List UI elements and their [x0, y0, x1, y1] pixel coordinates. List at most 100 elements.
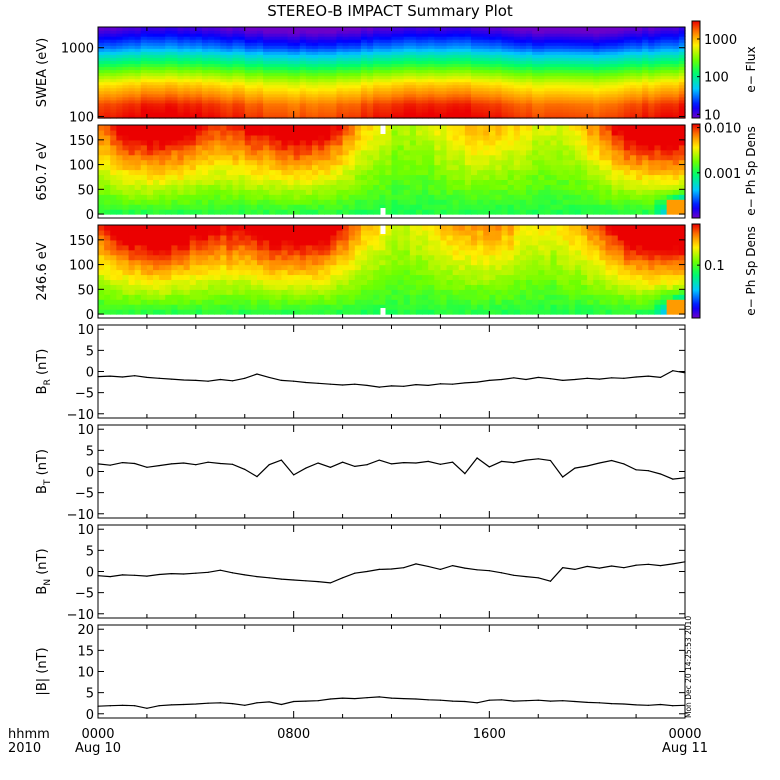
spectrogram-cell [452, 54, 460, 58]
spectrogram-cell [458, 60, 466, 64]
spectrogram-cell [519, 60, 527, 64]
spectrogram-cell [98, 299, 105, 305]
spectrogram-cell [269, 57, 276, 61]
spectrogram-cell [483, 45, 490, 49]
spectrogram-cell [605, 179, 613, 185]
spectrogram-cell [495, 199, 503, 205]
spectrogram-cell [189, 279, 197, 285]
spectrogram-cell [330, 189, 338, 195]
spectrogram-cell [238, 164, 246, 171]
spectrogram-cell [208, 174, 215, 181]
spectrogram-cell [128, 96, 136, 101]
spectrogram-cell [501, 66, 509, 71]
spectrogram-cell [299, 63, 307, 68]
spectrogram-cell [110, 244, 117, 251]
spectrogram-cell [636, 75, 643, 80]
spectrogram-cell [153, 239, 160, 246]
spectrogram-cell [232, 60, 240, 64]
spectrogram-cell [593, 189, 600, 195]
spectrogram-cell [599, 149, 607, 156]
spectrogram-cell [495, 93, 503, 98]
spectrogram-cell [532, 125, 539, 131]
spectrogram-cell [391, 114, 399, 119]
spectrogram-cell [195, 87, 203, 92]
spectrogram-cell [556, 102, 564, 107]
spectrogram-cell [464, 42, 472, 46]
spectrogram-cell [146, 274, 154, 281]
spectrogram-cell [134, 54, 142, 58]
spectrogram-cell [629, 63, 637, 68]
spectrogram-cell [165, 299, 172, 305]
spectrogram-cell [256, 30, 264, 34]
spectrogram-cell [269, 134, 276, 141]
spectrogram-cell [562, 78, 570, 83]
spectrogram-cell [195, 269, 203, 276]
spectrogram-cell [642, 63, 649, 68]
spectrogram-cell [354, 184, 362, 190]
spectrogram-cell [623, 204, 631, 210]
spectrogram-cell [183, 225, 191, 231]
spectrogram-cell [116, 72, 124, 77]
y-axis-label: SWEA (eV) [35, 38, 50, 107]
spectrogram-cell [263, 54, 270, 58]
spectrogram-cell [110, 54, 117, 58]
spectrogram-cell [171, 199, 179, 205]
spectrogram-cell [116, 144, 124, 151]
spectrogram-cell [489, 209, 497, 215]
spectrogram-cell [116, 78, 124, 83]
spectrogram-cell [354, 54, 362, 58]
spectrogram-cell [666, 69, 674, 74]
spectrogram-cell [434, 45, 442, 49]
spectrogram-cell [177, 129, 185, 136]
spectrogram-cell [104, 209, 111, 215]
spectrogram-cell [464, 30, 472, 34]
spectrogram-cell [171, 105, 179, 110]
spectrogram-cell [593, 60, 600, 64]
spectrogram-cell [623, 129, 631, 136]
spectrogram-cell [611, 154, 619, 161]
spectrogram-cell [250, 57, 258, 61]
spectrogram-cell [220, 54, 228, 58]
spectrogram-cell [330, 184, 338, 190]
spectrogram-cell [415, 39, 423, 43]
spectrogram-cell [434, 30, 442, 34]
spectrogram-cell [672, 111, 680, 116]
spectrogram-cell [403, 87, 411, 92]
spectrogram-cell [470, 66, 478, 71]
spectrogram-cell [354, 90, 362, 95]
spectrogram-cell [214, 54, 221, 58]
y-tick-label: 100 [69, 159, 94, 174]
spectrogram-cell [526, 48, 533, 52]
spectrogram-cell [483, 111, 490, 116]
spectrogram-cell [513, 57, 521, 61]
spectrogram-cell [171, 99, 179, 104]
spectrogram-cell [146, 129, 154, 136]
spectrogram-cell [104, 149, 111, 156]
spectrogram-cell [201, 75, 209, 80]
spectrogram-cell [183, 179, 191, 185]
spectrogram-cell [489, 139, 497, 146]
spectrogram-cell [324, 51, 331, 55]
spectrogram-cell [373, 30, 380, 34]
spectrogram-cell [550, 60, 558, 64]
spectrogram-cell [250, 114, 258, 119]
spectrogram-cell [238, 108, 246, 113]
spectrogram-cell [293, 48, 301, 52]
spectrogram-cell [201, 169, 209, 176]
spectrogram-cell [232, 189, 240, 195]
spectrogram-cell [318, 108, 325, 113]
spectrogram-cell [507, 114, 515, 119]
spectrogram-cell [538, 164, 545, 171]
spectrogram-cell [299, 66, 307, 71]
spectrogram-cell [550, 105, 558, 110]
spectrogram-cell [379, 48, 386, 52]
spectrogram-cell [287, 108, 295, 113]
spectrogram-cell [220, 125, 228, 131]
spectrogram-cell [116, 174, 124, 181]
spectrogram-cell [189, 48, 197, 52]
spectrogram-cell [526, 139, 533, 146]
spectrogram-cell [452, 189, 460, 195]
spectrogram-cell [342, 42, 350, 46]
spectrogram-cell [324, 93, 331, 98]
spectrogram-cell [293, 184, 301, 190]
